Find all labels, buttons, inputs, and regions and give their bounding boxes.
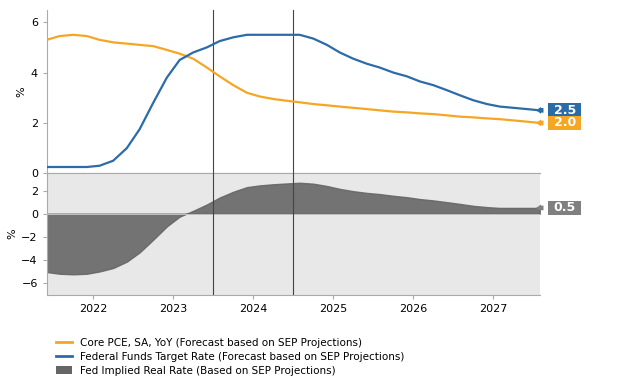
Legend: Core PCE, SA, YoY (Forecast based on SEP Projections), Federal Funds Target Rate: Core PCE, SA, YoY (Forecast based on SEP… — [52, 334, 409, 380]
Text: 0.5: 0.5 — [553, 201, 576, 214]
Y-axis label: %: % — [7, 229, 17, 239]
Y-axis label: %: % — [16, 86, 26, 97]
Text: 2.5: 2.5 — [553, 104, 576, 117]
Text: 2.0: 2.0 — [553, 116, 576, 129]
